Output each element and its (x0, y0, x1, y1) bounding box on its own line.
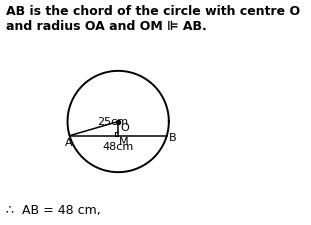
Text: B: B (169, 132, 176, 142)
Text: 48cm: 48cm (103, 141, 134, 151)
Text: O: O (121, 123, 129, 133)
Text: 25cm: 25cm (97, 116, 128, 126)
Text: M: M (119, 137, 129, 147)
Text: ∴  AB = 48 cm,: ∴ AB = 48 cm, (6, 203, 101, 216)
Text: AB is the chord of the circle with centre O
and radius OA and OM ⊫ AB.: AB is the chord of the circle with centr… (6, 4, 300, 32)
Text: A: A (65, 138, 72, 148)
